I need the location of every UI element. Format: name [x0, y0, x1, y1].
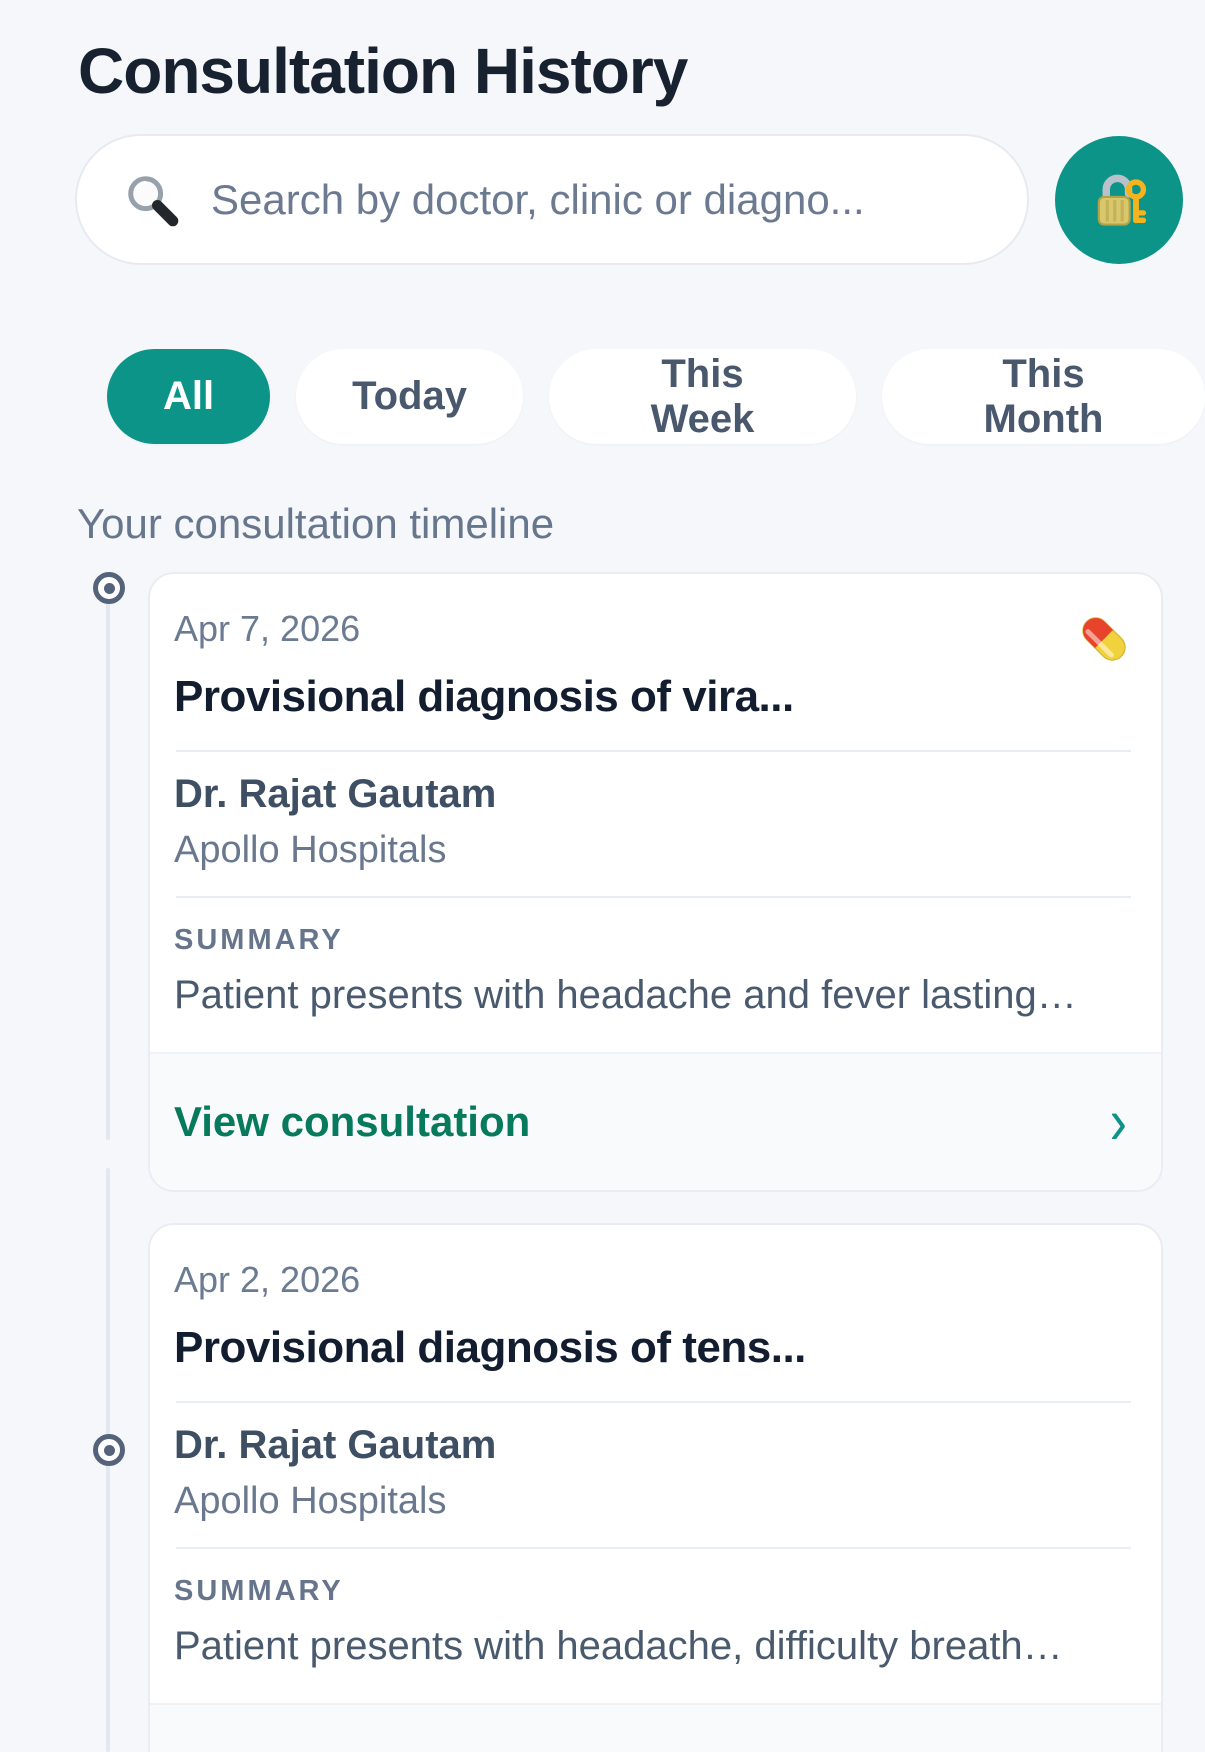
privacy-lock-button[interactable] [1055, 135, 1183, 264]
summary-text: Patient presents with headache, difficul… [174, 1624, 1063, 1668]
lock-key-icon [1085, 164, 1153, 235]
consultation-card: Apr 2, 2026 Provisional diagnosis of ten… [148, 1223, 1163, 1752]
filter-chip-this-week[interactable]: This Week [548, 349, 856, 444]
pill-icon [1075, 610, 1133, 668]
summary-label: SUMMARY [174, 1575, 344, 1607]
search-input[interactable] [211, 175, 987, 224]
timeline-dot [93, 572, 125, 604]
consultation-title: Provisional diagnosis of tens... [174, 1323, 806, 1372]
divider [176, 1401, 1131, 1403]
summary-text: Patient presents with headache and fever… [174, 973, 1077, 1017]
view-consultation-label: View consultation [174, 1098, 531, 1145]
consultation-date: Apr 2, 2026 [174, 1259, 361, 1300]
consultation-card-list: Apr 7, 2026 Provisional diagnosis of vir… [148, 572, 1163, 1752]
consultation-title: Provisional diagnosis of vira... [174, 672, 794, 721]
timeline-dot [93, 1434, 125, 1466]
divider [176, 750, 1131, 752]
divider [176, 896, 1131, 898]
summary-label: SUMMARY [174, 924, 344, 956]
view-consultation-label: View consultation [174, 1749, 530, 1752]
card-body: Apr 2, 2026 Provisional diagnosis of ten… [150, 1225, 1161, 1703]
search-row [75, 134, 1183, 265]
consultation-date: Apr 7, 2026 [174, 608, 361, 649]
filter-chips: All Today This Week This Month [107, 349, 1205, 444]
search-box[interactable] [75, 134, 1029, 265]
filter-chip-all[interactable]: All [107, 349, 271, 444]
card-body: Apr 7, 2026 Provisional diagnosis of vir… [150, 574, 1161, 1052]
timeline-line-segment [106, 574, 110, 1140]
chevron-right-icon: › [1110, 1741, 1127, 1752]
filter-chip-today[interactable]: Today [296, 349, 523, 444]
chevron-right-icon: › [1109, 1085, 1127, 1159]
doctor-name: Dr. Rajat Gautam [174, 1423, 497, 1467]
divider [176, 1547, 1131, 1549]
clinic-name: Apollo Hospitals [174, 1480, 447, 1522]
page-title: Consultation History [78, 35, 688, 107]
consultation-card: Apr 7, 2026 Provisional diagnosis of vir… [148, 572, 1163, 1192]
view-consultation-button[interactable]: View consultation › [150, 1703, 1161, 1752]
view-consultation-button[interactable]: View consultation › [150, 1052, 1161, 1190]
search-icon [123, 171, 181, 229]
clinic-name: Apollo Hospitals [174, 829, 447, 871]
filter-chip-this-month[interactable]: This Month [881, 349, 1205, 444]
timeline-heading: Your consultation timeline [77, 500, 555, 547]
doctor-name: Dr. Rajat Gautam [174, 772, 497, 816]
